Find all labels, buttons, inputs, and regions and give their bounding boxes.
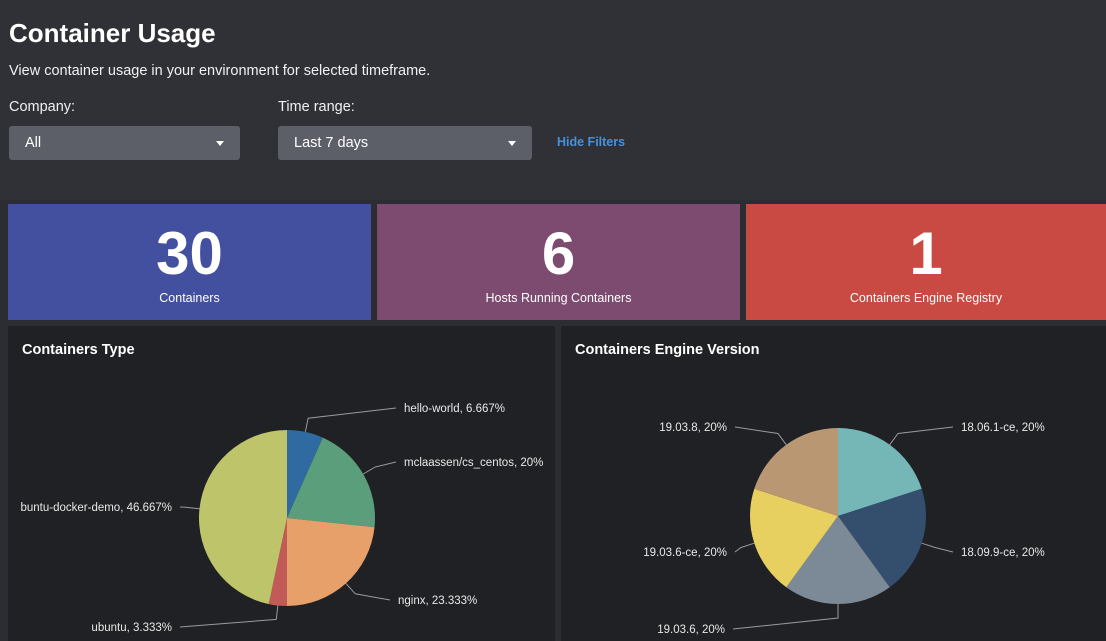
dashboard-header: Container Usage View container usage in … [0,0,1106,200]
pie-slice-18-09-9-ce-20[interactable] [838,488,926,588]
pie-label-hello-world-6-667: hello-world, 6.667% [404,403,505,415]
pie-slice-mclaassen-cs-centos-20[interactable] [287,437,376,528]
pie-leader-line [734,426,787,446]
kpi-label: Containers [159,291,220,305]
time-range-filter-label: Time range: [278,99,355,115]
chevron-down-icon [508,141,516,146]
pie-slice-19-03-6-20[interactable] [786,516,890,605]
containers-type-panel: hello-world, 6.667% mclaassen/cs_centos, … [8,326,555,641]
pie-label-buntu-docker-demo-46-667: buntu-docker-demo, 46.667% [20,502,172,514]
pie-leader-line [304,407,397,433]
pie-slice-nginx-23-333[interactable] [287,518,375,606]
pie-label-18-09-9-ce-20: 18.09.9-ce, 20% [961,547,1045,559]
kpi-label: Hosts Running Containers [485,291,632,305]
pie-leader-line [179,506,200,510]
panel-title: Containers Engine Version [575,342,760,358]
kpi-value: 30 [156,220,223,287]
pie-slice-ubuntu-3-333[interactable] [268,518,287,606]
pie-label-nginx-23-333: nginx, 23.333% [398,595,477,607]
kpi-value: 6 [541,220,576,287]
pie-leader-line [179,605,279,628]
kpi-containers[interactable]: 30 Containers [8,204,371,320]
pie-slice-18-06-1-ce-20[interactable] [838,428,922,516]
pie-slice-buntu-docker-demo-46-667[interactable] [198,430,287,605]
time-range-select[interactable]: Last 7 days [278,126,532,160]
containers-engine-version-panel: 18.06.1-ce, 20% 18.09.9-ce, 20% 19.03.6, 2… [561,326,1106,641]
kpi-value: 1 [909,220,943,287]
chevron-down-icon [216,141,224,146]
pie-leader-line [921,542,954,553]
hide-filters-link[interactable]: Hide Filters [557,135,626,149]
containers-type-pie-chart: hello-world, 6.667% mclaassen/cs_centos, … [20,403,543,634]
time-range-select-value: Last 7 days [294,135,369,151]
pie-slice-hello-world-6-667[interactable] [287,430,323,518]
pie-label-19-03-6-20: 19.03.6, 20% [657,624,725,636]
company-select-value: All [25,135,42,151]
company-select[interactable]: All [9,126,240,160]
pie-leader-line [345,583,391,601]
pie-leader-line [734,542,755,553]
pie-slice-19-03-6-ce-20[interactable] [750,488,838,588]
pie-slice-19-03-8-20[interactable] [754,428,838,516]
kpi-label: Containers Engine Registry [849,291,1003,305]
pie-label-mclaassen-cs-centos-20: mclaassen/cs_centos, 20% [404,457,543,469]
company-filter-label: Company: [9,99,76,115]
containers-engine-version-pie-chart: 18.06.1-ce, 20% 18.09.9-ce, 20% 19.03.6, 2… [643,422,1045,636]
pie-leader-line [889,426,954,446]
page-title: Container Usage [9,18,216,48]
pie-leader-line [732,604,839,630]
pie-label-19-03-6-ce-20: 19.03.6-ce, 20% [643,547,727,559]
panel-title: Containers Type [22,342,135,358]
pie-label-ubuntu-3-333: ubuntu, 3.333% [91,622,172,634]
pie-label-18-06-1-ce-20: 18.06.1-ce, 20% [961,422,1045,434]
page-subtitle: View container usage in your environment… [9,63,431,79]
pie-leader-line [362,461,397,475]
kpi-containers-engine-registry[interactable]: 1 Containers Engine Registry [746,204,1106,320]
pie-label-19-03-8-20: 19.03.8, 20% [659,422,727,434]
kpi-hosts-running-containers[interactable]: 6 Hosts Running Containers [377,204,740,320]
